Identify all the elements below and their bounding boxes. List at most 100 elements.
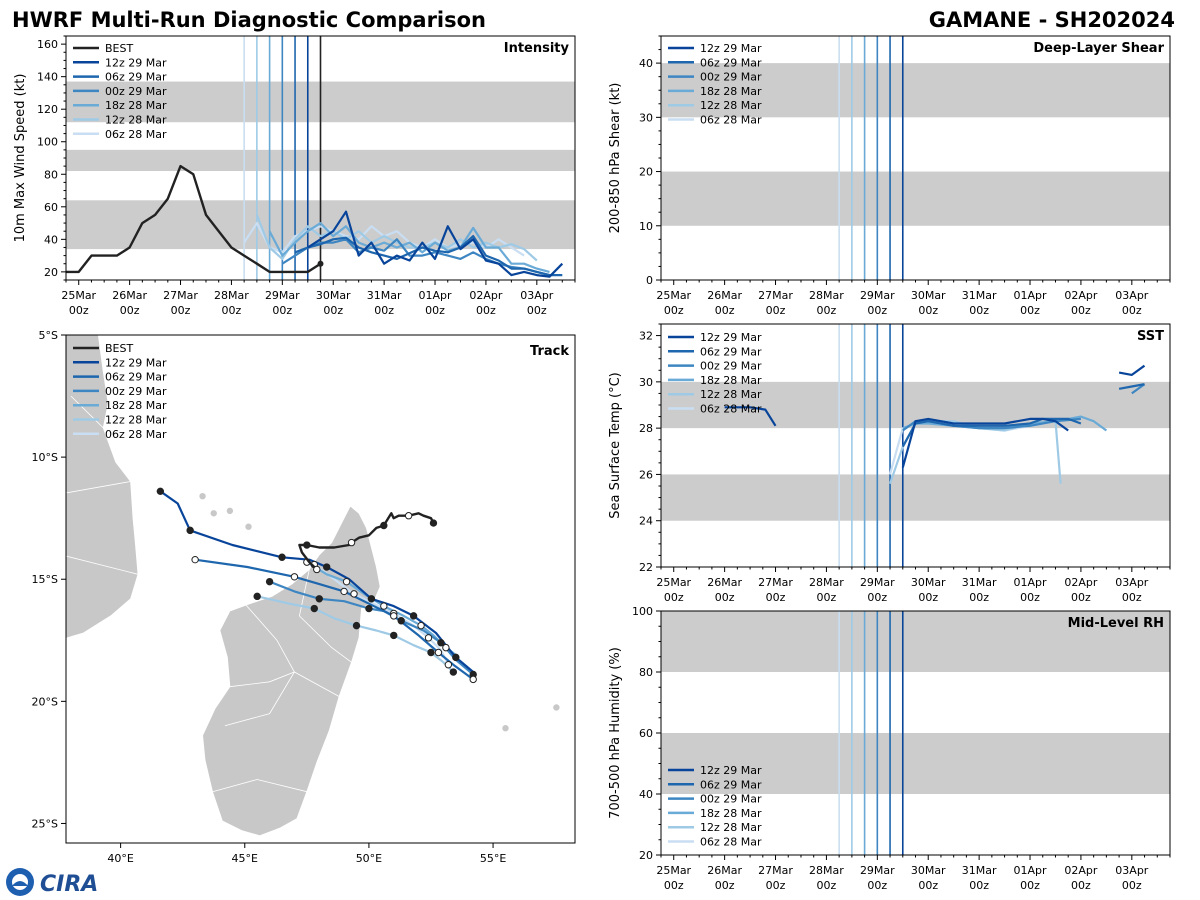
x-tick-hour: 00z	[323, 304, 343, 317]
threshold-band	[661, 733, 1170, 794]
best-track-marker	[404, 512, 413, 520]
y-tick-label: 24	[639, 515, 653, 528]
threshold-band	[661, 474, 1170, 521]
panel-title: SST	[1137, 329, 1164, 344]
x-tick-hour: 00z	[664, 879, 684, 892]
island	[209, 509, 218, 518]
admin-boundary	[70, 395, 104, 429]
island	[501, 724, 510, 733]
track-line	[194, 558, 474, 681]
x-tick-date: 30Mar	[316, 289, 351, 302]
x-tick-date: 01Apr	[1014, 576, 1048, 589]
track-marker	[186, 526, 194, 535]
x-tick-hour: 00z	[766, 591, 786, 604]
cira-logo: CIRA	[6, 868, 98, 897]
x-tick-hour: 00z	[867, 591, 887, 604]
y-tick-label: 22	[639, 561, 653, 574]
x-tick-date: 25Mar	[656, 864, 691, 877]
x-tick-hour: 00z	[272, 304, 292, 317]
x-tick-date: 31Mar	[367, 289, 402, 302]
x-tick-hour: 00z	[1071, 304, 1091, 317]
lon-tick-label: 55°E	[480, 852, 506, 865]
x-tick-hour: 00z	[1122, 591, 1142, 604]
legend-label: 18z 28 Mar	[105, 99, 167, 112]
legend-label: 12z 29 Mar	[105, 56, 167, 69]
series-line	[901, 417, 1082, 448]
x-tick-hour: 00z	[1122, 304, 1142, 317]
threshold-band	[661, 63, 1170, 118]
track-marker	[365, 604, 373, 613]
x-tick-hour: 00z	[867, 304, 887, 317]
y-tick-label: 20	[639, 849, 653, 862]
y-tick-label: 100	[37, 136, 58, 149]
intensity-panel: 20 40 60 80 100 120 140 160 25Mar 00z 26Mar 00z 27Ma…	[13, 35, 576, 317]
x-tick-date: 03Apr	[1115, 576, 1149, 589]
storm-id: GAMANE - SH202024	[929, 8, 1175, 32]
legend-label: 00z 29 Mar	[700, 793, 762, 806]
x-tick-date: 03Apr	[1115, 289, 1149, 302]
x-tick-hour: 00z	[715, 591, 735, 604]
y-tick-label: 100	[632, 605, 653, 618]
legend-label: 18z 28 Mar	[700, 374, 762, 387]
x-tick-date: 28Mar	[809, 864, 844, 877]
track-marker	[390, 631, 398, 640]
legend-label: 06z 28 Mar	[700, 114, 762, 127]
x-tick-date: 27Mar	[758, 289, 793, 302]
track-marker	[340, 587, 348, 596]
y-tick-label: 40	[639, 788, 653, 801]
x-tick-date: 01Apr	[419, 289, 453, 302]
legend-label: 18z 28 Mar	[700, 85, 762, 98]
island	[226, 507, 234, 515]
init-time-lines	[838, 36, 904, 280]
track-marker	[427, 648, 435, 657]
x-tick-date: 26Mar	[707, 864, 742, 877]
x-tick-date: 31Mar	[962, 289, 997, 302]
x-tick-date: 27Mar	[163, 289, 198, 302]
best-track-line	[298, 512, 435, 571]
track-marker	[469, 675, 477, 684]
logo-text: CIRA	[40, 872, 98, 897]
legend-label: 12z 28 Mar	[105, 414, 167, 427]
series-line	[901, 417, 1069, 468]
x-tick-date: 25Mar	[656, 289, 691, 302]
best-track-marker	[303, 541, 311, 549]
track-marker	[265, 577, 274, 586]
y-tick-label: 120	[37, 103, 58, 116]
x-tick-hour: 00z	[817, 591, 837, 604]
series-line	[724, 406, 777, 427]
y-tick-label: 28	[639, 422, 653, 435]
map-frame	[65, 334, 576, 844]
track-marker	[437, 639, 445, 647]
track-marker	[352, 621, 361, 630]
x-tick-hour: 00z	[867, 879, 887, 892]
legend-label: 06z 28 Mar	[700, 403, 762, 416]
lat-tick-label: 20°S	[32, 695, 58, 708]
track-marker	[449, 668, 458, 676]
y-tick-label: 140	[37, 71, 58, 84]
track-marker	[434, 648, 443, 657]
best-line	[66, 164, 322, 274]
island	[552, 703, 561, 712]
panel-title: Track	[530, 344, 569, 359]
track-marker	[290, 573, 299, 581]
y-tick-label: 60	[639, 727, 653, 740]
x-tick-hour: 00z	[969, 879, 989, 892]
x-tick-date: 28Mar	[214, 289, 249, 302]
track-marker	[156, 487, 165, 496]
x-tick-hour: 00z	[1071, 591, 1091, 604]
y-tick-label: 30	[639, 376, 653, 389]
x-tick-date: 01Apr	[1014, 289, 1048, 302]
series-line	[902, 415, 1108, 432]
track-marker	[397, 617, 405, 625]
x-tick-hour: 00z	[476, 304, 496, 317]
legend-label: 12z 29 Mar	[700, 764, 762, 777]
legend-label: 12z 28 Mar	[105, 114, 167, 127]
x-tick-hour: 00z	[425, 304, 445, 317]
shear-panel: 0 10 20 30 40 25Mar 00z 26Mar 00z 27Mar 00z 28Mar 00…	[608, 35, 1171, 317]
x-tick-hour: 00z	[918, 591, 938, 604]
legend-label: 12z 28 Mar	[700, 99, 762, 112]
x-tick-hour: 00z	[1122, 879, 1142, 892]
